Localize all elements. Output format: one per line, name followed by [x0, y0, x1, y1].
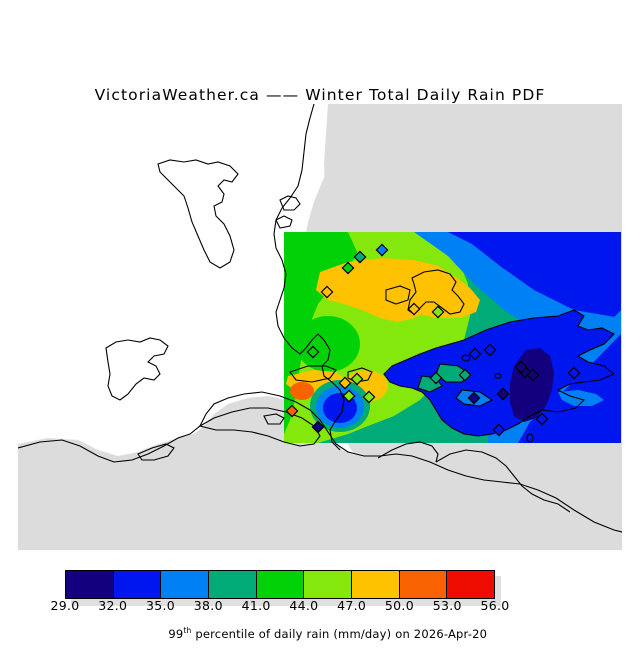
station-marker[interactable]: 44.6 mm/day: [431, 305, 445, 319]
colorbar-tick-label: 56.0: [480, 598, 510, 613]
colorbar-tick-labels: 29.0 32.0 35.0 38.0 41.0 44.0 47.0 50.0 53.0 56.0: [0, 598, 640, 614]
colorbar-segment[interactable]: [304, 571, 353, 598]
colorbar-tick-label: 38.0: [193, 598, 223, 613]
colorbar-tick-label: 53.0: [432, 598, 462, 613]
colorbar-segment[interactable]: [209, 571, 257, 598]
colorbar-tick-label: 35.0: [146, 598, 176, 613]
colorbar-tick-label: 32.0: [98, 598, 128, 613]
caption-rest: percentile of daily rain (mm/day) on 202…: [191, 626, 488, 641]
station-marker[interactable]: 44.1 mm/day: [362, 390, 376, 404]
station-marker[interactable]: 40.9 mm/day: [429, 371, 443, 385]
colorbar-segment[interactable]: [399, 571, 448, 598]
colorbar-tick-label: 47.0: [337, 598, 367, 613]
colorbar-segment[interactable]: [256, 571, 305, 598]
station-marker[interactable]: 38.2 mm/day: [353, 250, 367, 264]
colorbar-segments[interactable]: [65, 570, 495, 599]
station-marker[interactable]: 43 mm/day: [341, 261, 355, 275]
colorbar-caption: 99th percentile of daily rain (mm/day) o…: [0, 612, 640, 655]
colorbar-tick-label: 41.0: [241, 598, 271, 613]
colorbar-segment[interactable]: [161, 571, 210, 598]
colorbar-segment[interactable]: [447, 571, 495, 598]
station-marker[interactable]: 31.4 mm/day: [467, 391, 481, 405]
station-marker[interactable]: 30.1 mm/day: [496, 387, 510, 401]
colorbar[interactable]: [65, 570, 501, 606]
map-panel[interactable]: 36.5 mm/day 38.2 mm/day43 mm/day 48.4 mm/d…: [18, 104, 622, 550]
colorbar-segment[interactable]: [113, 571, 162, 598]
station-marker[interactable]: 34.2 mm/day: [468, 347, 482, 361]
station-marker[interactable]: 32.7 mm/day: [535, 412, 549, 426]
caption-percentile-number: 99: [168, 626, 184, 641]
station-marker[interactable]: 33.9 mm/day: [483, 343, 497, 357]
station-marker[interactable]: 51.8 mm/day: [285, 404, 299, 418]
page-title: VictoriaWeather.ca —— Winter Total Daily…: [94, 86, 546, 104]
station-marker[interactable]: 39.8 mm/day: [458, 368, 472, 382]
map-canvas[interactable]: 36.5 mm/day 38.2 mm/day43 mm/day 48.4 mm/d…: [18, 104, 622, 550]
colorbar-tick-label: 29.0: [50, 598, 80, 613]
station-marker[interactable]: 33.6 mm/day: [567, 366, 581, 380]
station-marker[interactable]: 48.1 mm/day: [407, 302, 421, 316]
station-marker[interactable]: 42.5 mm/day: [306, 345, 320, 359]
colorbar-tick-label: 44.0: [289, 598, 319, 613]
weather-map-figure: VictoriaWeather.ca —— Winter Total Daily…: [0, 86, 640, 641]
station-marker[interactable]: 33.4 mm/day: [492, 423, 506, 437]
station-marker[interactable]: 30.8 mm/day: [514, 360, 528, 374]
contour-field-east: [384, 310, 614, 436]
station-marker[interactable]: 45.2 mm/day: [350, 372, 364, 386]
colorbar-segment[interactable]: [66, 571, 114, 598]
colorbar-segment[interactable]: [352, 571, 400, 598]
station-markers-layer[interactable]: 36.5 mm/day 38.2 mm/day43 mm/day 48.4 mm/d…: [285, 243, 581, 437]
station-marker[interactable]: 36.5 mm/day: [375, 243, 389, 257]
station-marker[interactable]: 31.6 mm/day: [311, 420, 325, 434]
coastline-layer: [18, 104, 622, 533]
station-marker[interactable]: 48.4 mm/day: [320, 285, 334, 299]
station-marker[interactable]: 44.8 mm/day: [342, 389, 356, 403]
colorbar-tick-label: 50.0: [384, 598, 414, 613]
station-marker[interactable]: 47.6 mm/day: [338, 376, 352, 390]
station-marker[interactable]: 30.2 mm/day: [526, 368, 540, 382]
caption-percentile-suffix: th: [183, 626, 192, 635]
